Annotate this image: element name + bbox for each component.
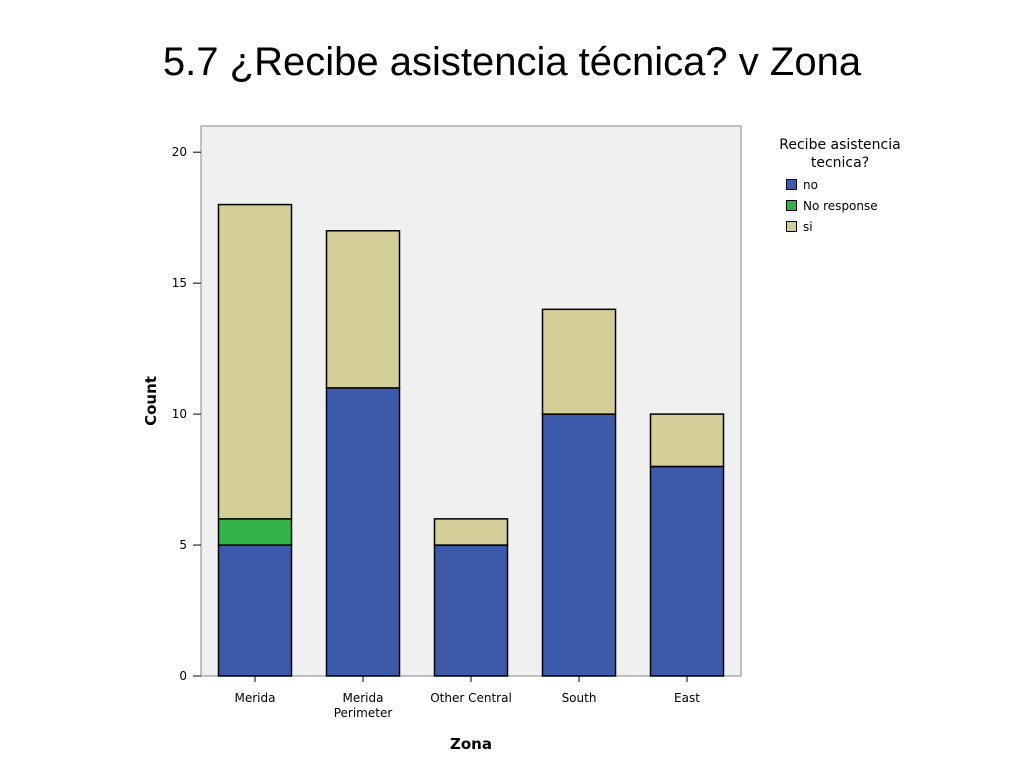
- bar-segment: [217, 518, 293, 546]
- y-tick-label: 0: [179, 669, 187, 683]
- y-tick-label: 5: [179, 538, 187, 552]
- bar-segment: [217, 544, 293, 677]
- legend-label: no: [803, 177, 818, 192]
- y-tick-label: 10: [172, 407, 187, 421]
- bar-segment: [325, 230, 401, 389]
- bar-segment: [541, 308, 617, 415]
- legend-swatch: [786, 221, 797, 232]
- bar-segment: [649, 413, 725, 468]
- x-tick-label: South: [562, 691, 597, 705]
- bar-segment: [433, 544, 509, 677]
- y-axis-label: Count: [142, 376, 160, 426]
- bar-segment: [541, 413, 617, 677]
- chart-legend: Recibe asistencia tecnica? no No response s…: [760, 136, 920, 237]
- y-tick-label: 15: [172, 276, 187, 290]
- legend-item: No response: [760, 195, 920, 216]
- x-tick-label: Merida Perimeter: [334, 691, 393, 720]
- bar-segment: [325, 387, 401, 677]
- legend-swatch: [786, 179, 797, 190]
- x-tick-label: East: [674, 691, 700, 705]
- legend-item: no: [760, 174, 920, 195]
- slide-title: 5.7 ¿Recibe asistencia técnica? v Zona: [162, 40, 862, 84]
- x-tick-label: Merida: [235, 691, 276, 705]
- legend-item: si: [760, 216, 920, 237]
- x-axis-label: Zona: [450, 735, 492, 753]
- y-tick-label: 20: [172, 145, 187, 159]
- legend-swatch: [786, 200, 797, 211]
- legend-label: si: [803, 219, 813, 234]
- legend-title: Recibe asistencia tecnica?: [779, 137, 901, 171]
- bar-segment: [217, 203, 293, 520]
- bar-segment: [433, 518, 509, 546]
- legend-label: No response: [803, 198, 878, 213]
- x-tick-label: Other Central: [430, 691, 512, 705]
- bar-segment: [649, 465, 725, 677]
